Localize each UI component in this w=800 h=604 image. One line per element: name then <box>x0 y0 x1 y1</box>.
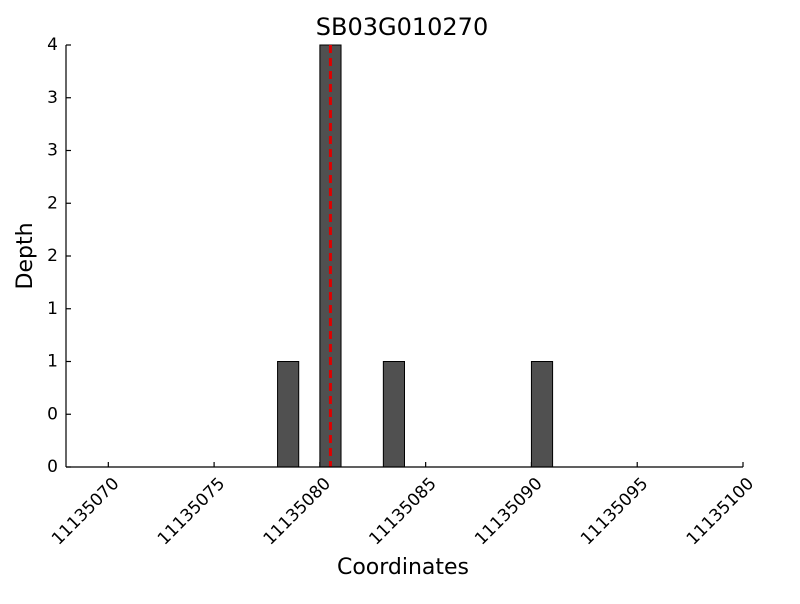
bar <box>530 361 554 468</box>
y-tick-label: 0 <box>47 404 58 424</box>
x-tick-label: 11135070 <box>48 474 123 549</box>
x-tick-label: 11135080 <box>260 474 335 549</box>
y-tick-label: 2 <box>47 246 58 266</box>
x-tick-label: 11135075 <box>154 474 229 549</box>
x-tick-label: 11135090 <box>471 474 546 549</box>
y-tick-label: 4 <box>47 35 58 55</box>
bar <box>277 361 300 468</box>
y-tick-label: 3 <box>47 88 58 108</box>
x-axis-label: Coordinates <box>337 555 469 580</box>
y-tick-label: 2 <box>47 193 58 213</box>
bar <box>382 361 405 468</box>
x-tick-label: 11135095 <box>577 474 652 549</box>
chart-title: SB03G010270 <box>316 13 488 41</box>
x-tick-label: 11135085 <box>365 474 440 549</box>
x-tick-label: 11135100 <box>683 474 758 549</box>
y-tick-label: 1 <box>47 352 58 372</box>
y-tick-label: 1 <box>47 299 58 319</box>
y-tick-label: 3 <box>47 141 58 161</box>
y-axis-label: Depth <box>13 222 38 289</box>
y-tick-label: 0 <box>47 457 58 477</box>
